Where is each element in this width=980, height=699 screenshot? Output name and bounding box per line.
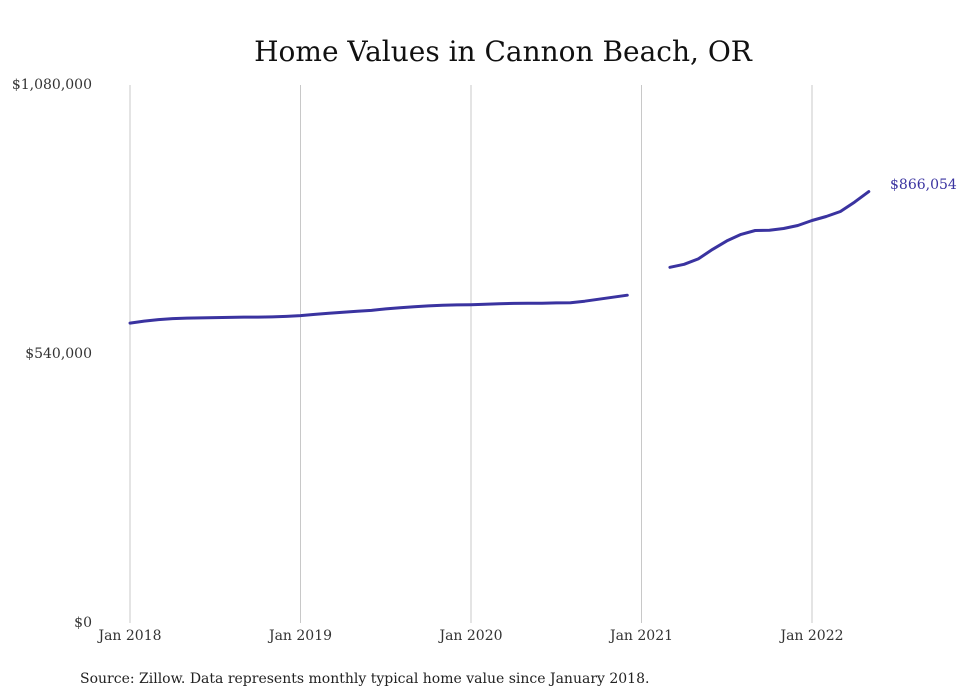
series-lines bbox=[128, 190, 871, 325]
series-line bbox=[668, 190, 871, 269]
x-axis-ticks: Jan 2018 Jan 2019 Jan 2020 Jan 2021 Jan 2022 bbox=[96, 628, 843, 644]
y-tick-label: $1,080,000 bbox=[12, 77, 92, 93]
y-tick-label: $540,000 bbox=[25, 346, 92, 362]
x-tick-label: Jan 2019 bbox=[267, 628, 332, 644]
y-tick-label: $0 bbox=[74, 615, 92, 631]
gridlines bbox=[129, 85, 813, 623]
chart-title: Home Values in Cannon Beach, OR bbox=[254, 35, 753, 68]
x-tick-label: Jan 2022 bbox=[778, 628, 843, 644]
x-tick-label: Jan 2020 bbox=[437, 628, 502, 644]
series-line bbox=[128, 293, 629, 325]
end-value-label: $866,054 bbox=[890, 177, 957, 193]
x-tick-label: Jan 2021 bbox=[608, 628, 673, 644]
source-note: Source: Zillow. Data represents monthly … bbox=[80, 671, 649, 687]
x-tick-label: Jan 2018 bbox=[96, 628, 161, 644]
y-axis-ticks: $0 $540,000 $1,080,000 bbox=[12, 77, 92, 631]
